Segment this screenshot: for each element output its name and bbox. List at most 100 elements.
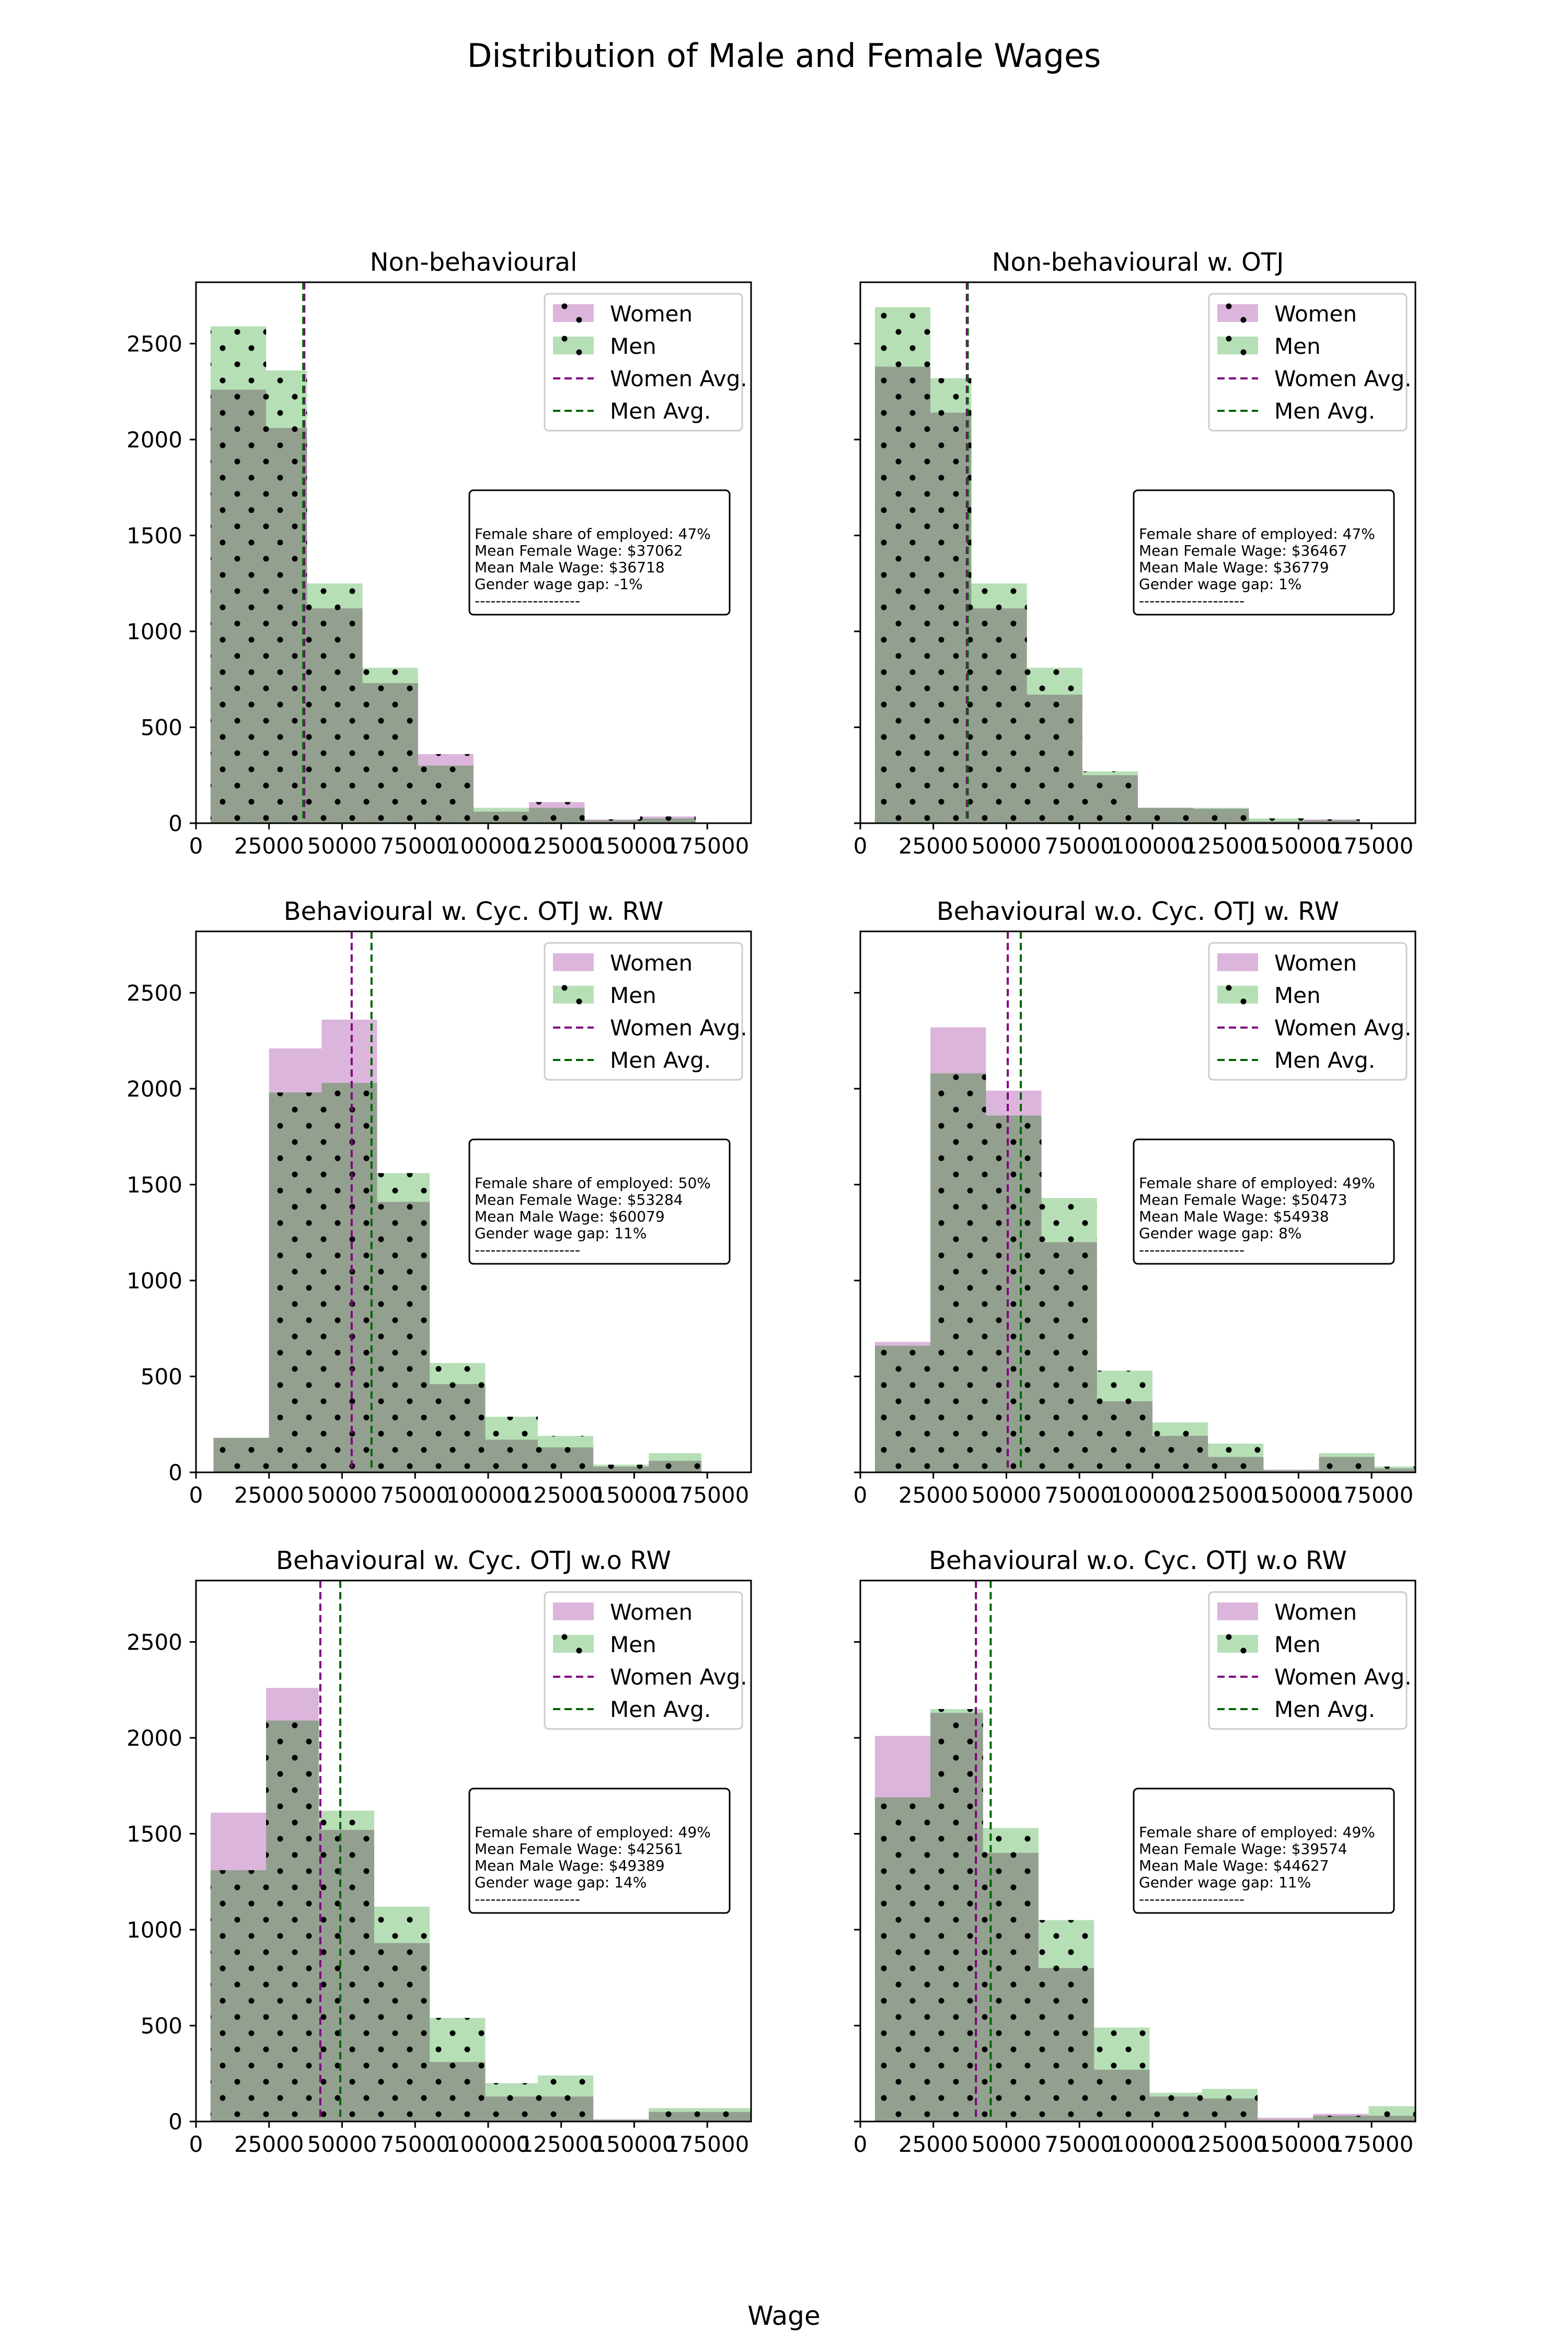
x-tick-label: 0: [189, 2131, 203, 2157]
hatch-bar: [1082, 771, 1138, 823]
legend-swatch: [553, 986, 594, 1004]
legend-label: Men: [1274, 983, 1321, 1008]
legend-box: [1208, 293, 1408, 432]
legend-label: Men Avg.: [1274, 1047, 1375, 1073]
info-box: [468, 489, 731, 616]
hatch-bar: [374, 1906, 430, 2122]
legend-swatch: [1217, 1602, 1258, 1620]
figure-xlabel: Wage: [747, 2301, 820, 2331]
legend-swatch: [553, 304, 594, 322]
x-tick-label: 50000: [307, 2131, 377, 2157]
hatch-bar: [1304, 819, 1360, 823]
hatch-bar: [930, 1709, 983, 2122]
x-tick-label: 50000: [972, 1482, 1042, 1508]
hatch-bar: [593, 1465, 649, 1472]
legend-label: Women Avg.: [1274, 1664, 1412, 1690]
x-tick-label: 175000: [665, 833, 749, 859]
hatch-bar: [983, 1828, 1039, 2122]
legend-swatch: [553, 337, 594, 354]
hatch-bar: [1374, 1466, 1415, 1472]
info-text: Mean Male Wage: $60079: [475, 1208, 665, 1225]
info-text: Mean Male Wage: $49389: [475, 1857, 665, 1874]
hatch-bar: [1097, 1370, 1152, 1472]
x-tick-label: 0: [854, 2131, 868, 2157]
hatch-bar: [649, 1453, 701, 1472]
info-text: Female share of employed: 47%: [475, 525, 711, 543]
hatch-bar: [430, 1363, 486, 1472]
y-tick-label: 1000: [126, 1268, 182, 1294]
hatch-bar: [1149, 2092, 1202, 2122]
info-text: Gender wage gap: 14%: [475, 1874, 647, 1891]
x-tick-label: 150000: [592, 2131, 676, 2157]
hatch-bar: [418, 754, 474, 823]
legend-dot: [1240, 317, 1247, 323]
legend-label: Men: [610, 983, 656, 1008]
legend-swatch: [553, 1635, 594, 1653]
legend-box: [1208, 942, 1408, 1081]
legend-label: Men Avg.: [610, 1697, 711, 1722]
hatch-bar: [1249, 818, 1305, 823]
y-tick-label: 1500: [126, 1172, 182, 1197]
subplot-title: Behavioural w. Cyc. OTJ w.o RW: [276, 1546, 671, 1575]
info-text: Mean Male Wage: $54938: [1139, 1208, 1329, 1225]
x-tick-label: 0: [189, 833, 203, 859]
legend-label: Men: [610, 333, 656, 359]
x-tick-label: 25000: [898, 2131, 969, 2157]
legend-swatch: [1217, 1635, 1258, 1653]
x-tick-label: 150000: [592, 833, 676, 859]
x-tick-label: 25000: [234, 1482, 304, 1508]
x-tick-label: 125000: [520, 2131, 603, 2157]
legend-label: Women: [1274, 950, 1357, 976]
legend-dot: [1240, 349, 1247, 355]
info-text: Female share of employed: 49%: [475, 1824, 711, 1841]
hatch-bar: [537, 2075, 594, 2122]
legend-swatch: [1217, 953, 1258, 971]
x-tick-label: 50000: [972, 2131, 1042, 2157]
legend-label: Men: [610, 1632, 656, 1657]
hatch-bar: [1319, 1453, 1375, 1472]
info-text: Female share of employed: 49%: [1139, 1824, 1375, 1841]
hatch-bar: [593, 2119, 649, 2122]
info-text: Gender wage gap: 1%: [1139, 575, 1302, 593]
hatch-bar: [1263, 1470, 1319, 1472]
hatch-bar: [971, 583, 1027, 823]
info-text: Gender wage gap: 11%: [1139, 1874, 1311, 1891]
hatch-bar: [986, 1115, 1042, 1472]
legend-label: Women: [610, 1599, 693, 1625]
legend-swatch: [1217, 986, 1258, 1004]
x-tick-label: 75000: [1044, 2131, 1114, 2157]
info-text: Mean Female Wage: $39574: [1139, 1840, 1347, 1858]
hatch-bar: [266, 1720, 319, 2122]
axes-frame: [859, 281, 1416, 824]
y-tick-label: 500: [141, 2013, 182, 2038]
x-tick-label: 125000: [1184, 833, 1267, 859]
info-text: --------------------: [1139, 1241, 1244, 1259]
hatch-bar: [1152, 1422, 1208, 1472]
legend-box: [544, 1591, 743, 1730]
subplot: Behavioural w. Cyc. OTJ w. RW0 25000 50000…: [126, 897, 752, 1508]
axes-frame: [859, 930, 1416, 1473]
x-tick-label: 125000: [520, 833, 603, 859]
subplot: Behavioural w.o. Cyc. OTJ w.o RW 0 25000 50…: [854, 1546, 1416, 2157]
x-tick-label: 175000: [665, 2131, 749, 2157]
x-tick-label: 25000: [234, 2131, 304, 2157]
hatch-bar: [1027, 667, 1082, 823]
hatch-bar: [1094, 2027, 1150, 2122]
x-tick-label: 25000: [234, 833, 304, 859]
legend-label: Women: [1274, 301, 1357, 327]
hatch-bar: [269, 1092, 322, 1472]
subplot: Non-behavioural w. OTJ 0 25000 50000 7500010…: [854, 248, 1416, 859]
legend-dot: [576, 998, 582, 1005]
legend-label: Women: [610, 950, 693, 976]
hatch-bar: [584, 819, 640, 823]
legend-dot: [576, 1647, 582, 1654]
x-tick-label: 75000: [380, 2131, 450, 2157]
hatch-bar: [307, 583, 363, 823]
legend-dot: [1226, 336, 1232, 342]
hatch-bar: [430, 2017, 486, 2122]
hatch-bar: [874, 307, 931, 823]
y-tick-label: 0: [168, 811, 182, 836]
y-tick-label: 2000: [126, 1725, 182, 1751]
x-tick-label: 100000: [1111, 1482, 1194, 1508]
